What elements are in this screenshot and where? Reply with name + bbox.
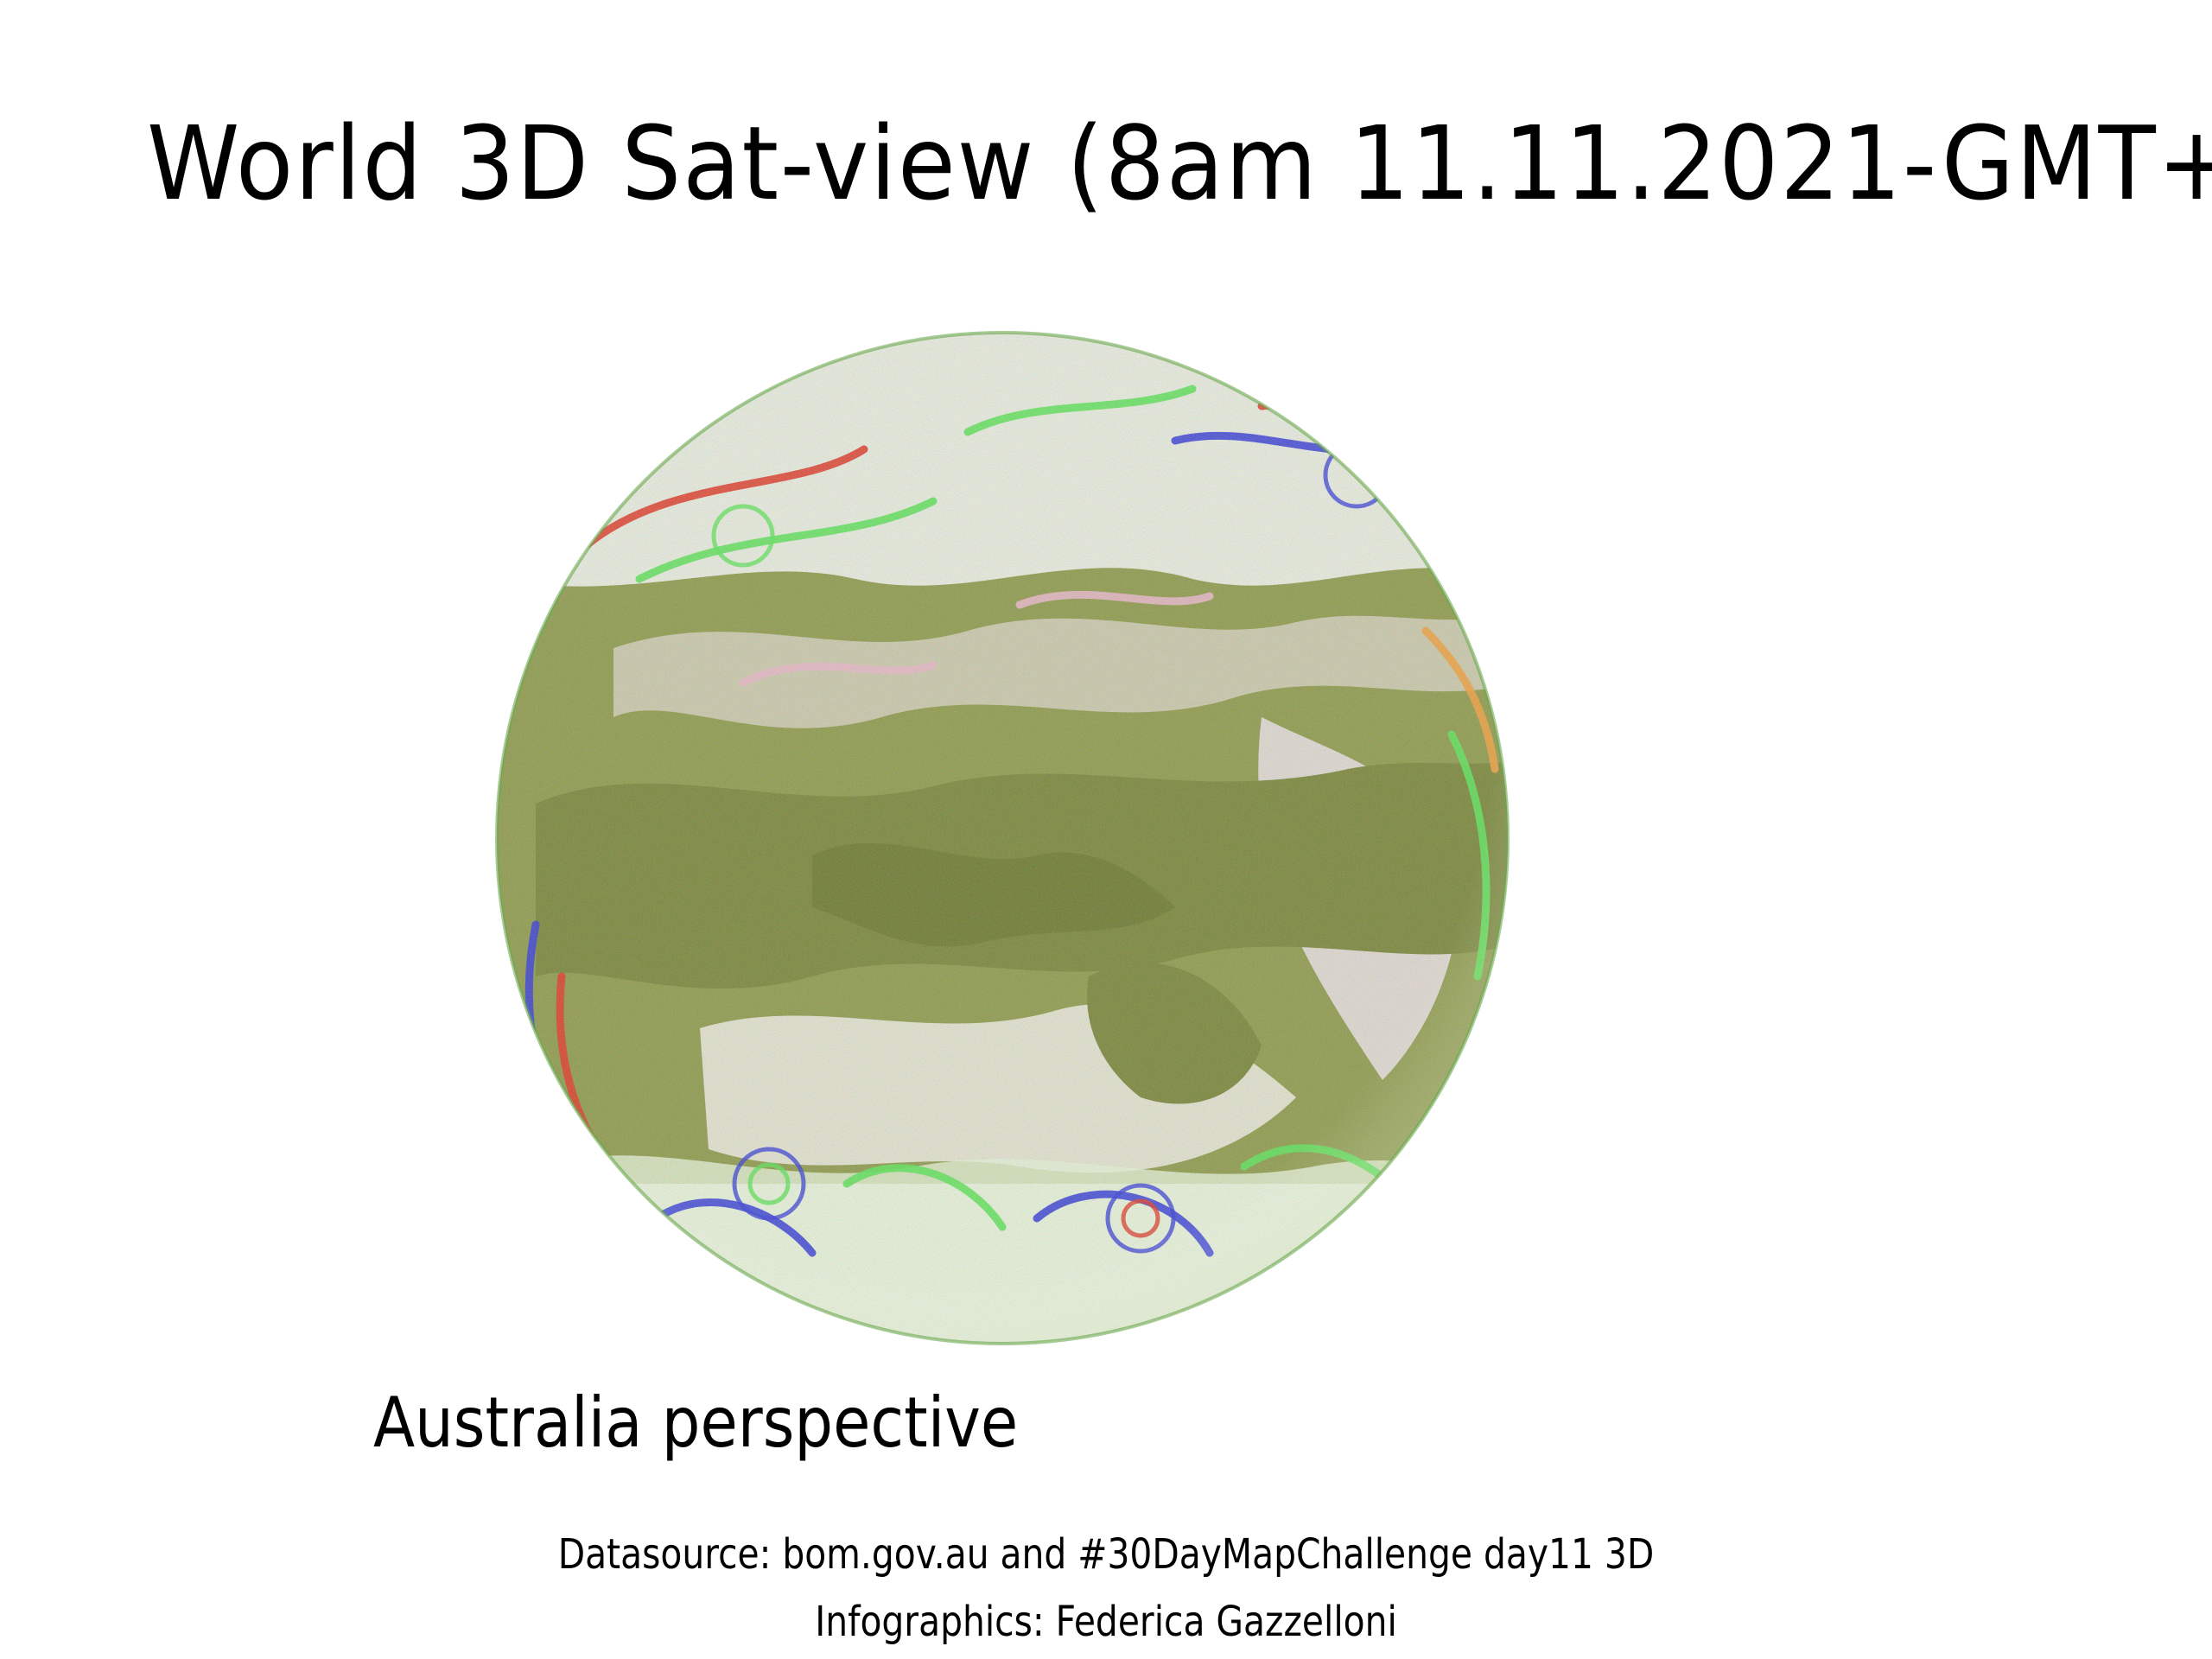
globe-image xyxy=(495,331,1510,1345)
datasource-credit: Datasource: bom.gov.au and #30DayMapChal… xyxy=(557,1530,1655,1579)
page-title: World 3D Sat-view (8am 11.11.2021-GMT+11… xyxy=(147,104,2212,223)
globe-sat-view xyxy=(484,320,1521,1357)
credits: Datasource: bom.gov.au and #30DayMapChal… xyxy=(0,1521,2212,1656)
infographics-credit: Infographics: Federica Gazzelloni xyxy=(815,1598,1397,1646)
globe-rim xyxy=(495,331,1510,1345)
subtitle: Australia perspective xyxy=(373,1382,1019,1463)
